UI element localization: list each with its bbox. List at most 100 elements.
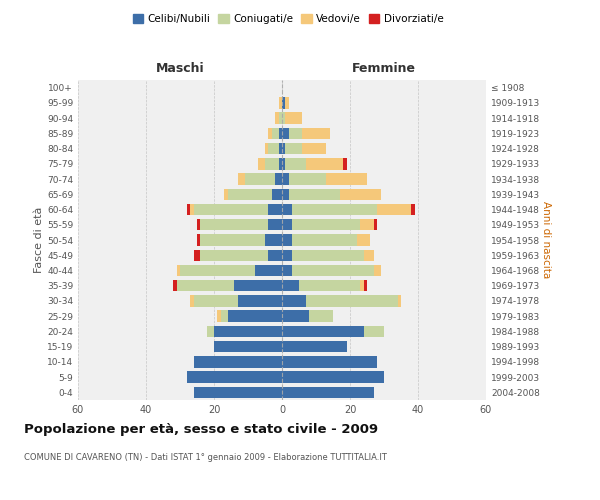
Bar — [289, 174, 326, 185]
Bar — [265, 158, 278, 170]
Bar — [278, 143, 282, 154]
Bar — [278, 128, 282, 139]
Bar — [265, 234, 282, 246]
Bar — [224, 188, 227, 200]
Bar — [289, 188, 340, 200]
Bar — [364, 250, 374, 261]
Bar — [200, 234, 265, 246]
Bar — [268, 143, 278, 154]
Bar — [194, 295, 238, 306]
Bar — [282, 250, 292, 261]
Bar — [286, 112, 302, 124]
Bar — [268, 204, 282, 215]
Bar — [190, 204, 194, 215]
Bar — [214, 326, 282, 337]
Text: Maschi: Maschi — [155, 62, 205, 76]
Bar — [173, 280, 176, 291]
Bar — [306, 158, 343, 170]
Bar — [282, 188, 289, 200]
Bar — [292, 234, 357, 246]
Bar — [278, 158, 282, 170]
Legend: Celibi/Nubili, Coniugati/e, Vedovi/e, Divorziati/e: Celibi/Nubili, Coniugati/e, Vedovi/e, Di… — [128, 10, 448, 29]
Bar — [221, 310, 227, 322]
Bar — [292, 265, 374, 276]
Bar — [278, 97, 282, 108]
Bar — [282, 158, 286, 170]
Bar — [275, 112, 278, 124]
Bar — [282, 372, 384, 383]
Bar — [227, 310, 282, 322]
Bar — [278, 112, 282, 124]
Bar — [374, 219, 377, 230]
Bar — [194, 204, 268, 215]
Bar — [200, 250, 268, 261]
Bar — [282, 326, 364, 337]
Y-axis label: Fasce di età: Fasce di età — [34, 207, 44, 273]
Bar — [282, 356, 377, 368]
Bar — [272, 188, 282, 200]
Bar — [377, 204, 411, 215]
Bar — [265, 143, 268, 154]
Bar — [245, 174, 275, 185]
Bar — [326, 174, 367, 185]
Y-axis label: Anni di nascita: Anni di nascita — [541, 202, 551, 278]
Bar — [180, 265, 255, 276]
Bar — [238, 295, 282, 306]
Bar — [214, 341, 282, 352]
Bar — [258, 158, 265, 170]
Bar — [187, 372, 282, 383]
Bar — [194, 356, 282, 368]
Bar — [282, 97, 286, 108]
Bar — [255, 265, 282, 276]
Text: Popolazione per età, sesso e stato civile - 2009: Popolazione per età, sesso e stato civil… — [24, 422, 378, 436]
Bar — [309, 310, 333, 322]
Bar — [374, 265, 380, 276]
Bar — [360, 280, 364, 291]
Bar — [286, 97, 289, 108]
Bar — [282, 280, 299, 291]
Bar — [282, 174, 289, 185]
Bar — [282, 295, 306, 306]
Bar — [272, 128, 278, 139]
Bar — [306, 295, 398, 306]
Bar — [194, 250, 200, 261]
Bar — [187, 204, 190, 215]
Bar — [292, 204, 377, 215]
Bar — [227, 188, 272, 200]
Bar — [197, 234, 200, 246]
Bar — [197, 219, 200, 230]
Bar — [282, 128, 289, 139]
Text: COMUNE DI CAVARENO (TN) - Dati ISTAT 1° gennaio 2009 - Elaborazione TUTTITALIA.I: COMUNE DI CAVARENO (TN) - Dati ISTAT 1° … — [24, 452, 387, 462]
Bar — [299, 280, 360, 291]
Bar — [282, 341, 347, 352]
Bar — [268, 219, 282, 230]
Bar — [275, 174, 282, 185]
Text: Femmine: Femmine — [352, 62, 416, 76]
Bar — [302, 143, 326, 154]
Bar — [282, 310, 309, 322]
Bar — [343, 158, 347, 170]
Bar — [292, 219, 360, 230]
Bar — [282, 204, 292, 215]
Bar — [176, 280, 235, 291]
Bar — [286, 158, 306, 170]
Bar — [411, 204, 415, 215]
Bar — [357, 234, 370, 246]
Bar — [302, 128, 329, 139]
Bar — [398, 295, 401, 306]
Bar — [194, 386, 282, 398]
Bar — [238, 174, 245, 185]
Bar — [268, 128, 272, 139]
Bar — [282, 143, 286, 154]
Bar — [292, 250, 364, 261]
Bar — [268, 250, 282, 261]
Bar — [360, 219, 374, 230]
Bar — [235, 280, 282, 291]
Bar — [282, 234, 292, 246]
Bar — [282, 265, 292, 276]
Bar — [176, 265, 180, 276]
Bar — [190, 295, 194, 306]
Bar — [286, 143, 302, 154]
Bar — [289, 128, 302, 139]
Bar — [282, 219, 292, 230]
